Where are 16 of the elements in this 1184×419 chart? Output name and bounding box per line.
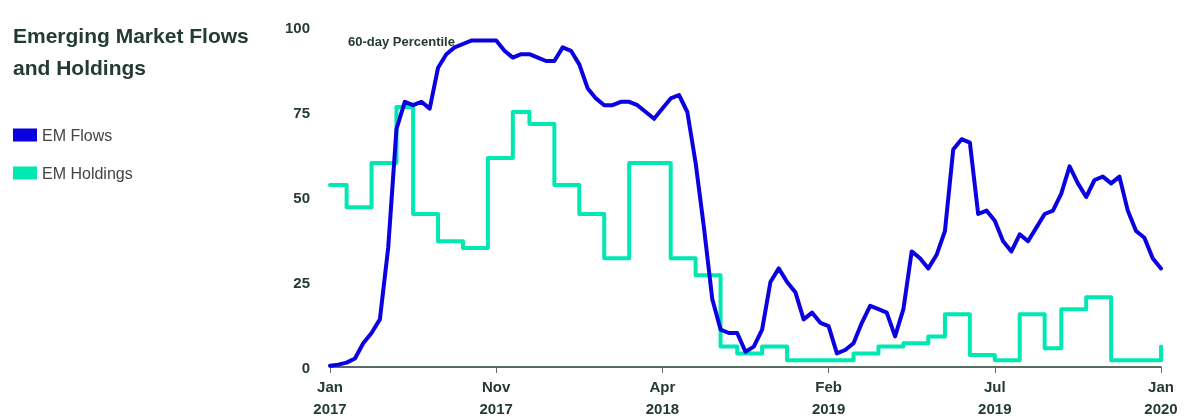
y-tick-label: 100 (284, 18, 310, 36)
y-tick-label: 25 (293, 273, 310, 291)
legend-label: EM Holdings (42, 164, 133, 182)
x-tick-label: Jul 2019 (978, 377, 1012, 417)
x-tick-label: Feb 2019 (811, 377, 846, 417)
x-tick-label: Jan 2017 (313, 377, 347, 417)
x-tick-label: Nov 2017 (479, 377, 513, 417)
text: Emerging Market Flows and Holdings (13, 23, 255, 79)
y-tick-label: 50 (293, 188, 310, 206)
y-tick-label: 75 (293, 103, 310, 121)
y-tick-label: 0 (301, 358, 310, 376)
x-tick-label: Apr 2018 (645, 377, 680, 417)
legend-label: EM Flows (42, 126, 113, 144)
y-axis-title: 60-day Percentile (348, 34, 455, 49)
line-series (328, 38, 1163, 368)
x-tick-label: Jan 2020 (1144, 377, 1178, 417)
